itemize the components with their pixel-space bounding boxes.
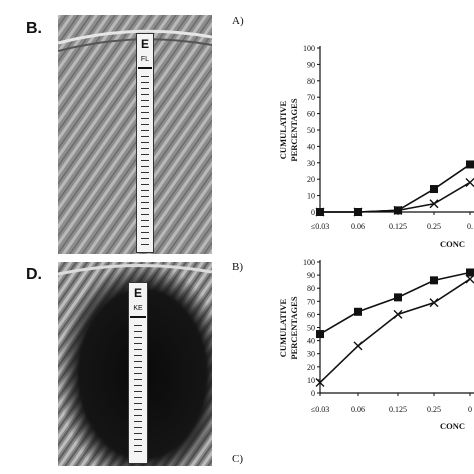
data-point-x xyxy=(465,177,474,187)
x-tick-label: 0. xyxy=(467,222,473,231)
x-tick-label: 0.125 xyxy=(389,222,407,231)
strip-logo-d: E xyxy=(133,286,142,300)
strip-code-b: FL xyxy=(140,56,150,63)
y-tick-label: 20 xyxy=(307,175,315,184)
data-point-x xyxy=(429,199,439,209)
y-tick-label: 10 xyxy=(307,376,315,385)
chart-panel-label: A) xyxy=(232,15,244,27)
y-tick-label: 90 xyxy=(307,271,315,280)
y-tick-label: 60 xyxy=(307,310,315,319)
plate-texture-b xyxy=(58,15,212,254)
etest-strip-b: E FL xyxy=(136,33,154,253)
panel-label-d: D. xyxy=(26,266,42,283)
y-tick-label: 30 xyxy=(307,159,315,168)
x-tick-label: ≤0.03 xyxy=(311,222,329,231)
data-point-square xyxy=(394,293,402,302)
x-tick-label: 0.06 xyxy=(351,222,365,231)
data-point-square xyxy=(354,307,362,316)
x-tick-label: 0.125 xyxy=(389,405,407,414)
data-point-x xyxy=(465,274,474,284)
data-point-x xyxy=(315,207,325,217)
y-axis-title-line: CUMULATIVE xyxy=(278,100,288,159)
data-point-square xyxy=(466,268,474,277)
panel-label-b: B. xyxy=(26,20,42,37)
y-tick-label: 80 xyxy=(307,77,315,86)
y-tick-label: 30 xyxy=(307,350,315,359)
y-tick-label: 70 xyxy=(307,93,315,102)
data-point-x xyxy=(353,207,363,217)
y-tick-label: 0 xyxy=(311,208,315,217)
etest-plate-photo-d: E KE xyxy=(58,262,212,466)
data-point-x xyxy=(393,205,403,215)
strip-logo-b: E xyxy=(140,37,149,51)
data-point-x xyxy=(429,298,439,308)
strip-band-d xyxy=(130,316,146,318)
series-line-square xyxy=(320,163,471,213)
y-axis-title-line: CUMULATIVE xyxy=(278,298,288,357)
y-tick-label: 50 xyxy=(307,324,315,333)
x-tick-label: 0.06 xyxy=(351,405,365,414)
strip-scale-b xyxy=(141,76,149,245)
y-tick-label: 40 xyxy=(307,142,315,151)
data-point-x xyxy=(393,309,403,319)
y-tick-label: 80 xyxy=(307,284,315,293)
y-tick-label: 10 xyxy=(307,192,315,201)
x-tick-label: 0 xyxy=(468,405,472,414)
data-point-x xyxy=(315,378,325,388)
y-tick-label: 100 xyxy=(303,44,315,53)
y-axis-title-line: PERCENTAGES xyxy=(289,296,299,359)
etest-strip-d: E KE xyxy=(128,282,148,464)
data-point-square xyxy=(430,276,438,285)
x-axis-title: CONC xyxy=(440,239,465,249)
y-tick-label: 0 xyxy=(311,389,315,398)
data-point-square xyxy=(466,160,474,169)
x-tick-label: 0.25 xyxy=(427,222,441,231)
y-tick-label: 90 xyxy=(307,60,315,69)
data-point-x xyxy=(353,341,363,351)
chart-panel-label: B) xyxy=(232,261,243,273)
panel-label-c: C) xyxy=(232,453,243,465)
y-tick-label: 60 xyxy=(307,110,315,119)
y-tick-label: 70 xyxy=(307,297,315,306)
data-point-square xyxy=(430,185,438,194)
y-axis-title: CUMULATIVEPERCENTAGES xyxy=(278,98,299,161)
strip-band-b xyxy=(138,67,152,69)
strip-scale-d xyxy=(134,325,142,452)
series-line-square xyxy=(319,271,471,335)
y-tick-label: 40 xyxy=(307,337,315,346)
y-axis-title-line: PERCENTAGES xyxy=(289,98,299,161)
x-tick-label: 0.25 xyxy=(427,405,441,414)
y-tick-label: 20 xyxy=(307,363,315,372)
data-point-square xyxy=(316,330,324,339)
x-tick-label: ≤0.03 xyxy=(311,405,329,414)
y-tick-label: 100 xyxy=(303,258,315,267)
y-axis-title: CUMULATIVEPERCENTAGES xyxy=(278,296,299,359)
x-axis-title: CONC xyxy=(440,421,465,431)
y-tick-label: 50 xyxy=(307,126,315,135)
strip-code-d: KE xyxy=(133,305,143,312)
etest-plate-photo-b: E FL xyxy=(58,15,212,254)
